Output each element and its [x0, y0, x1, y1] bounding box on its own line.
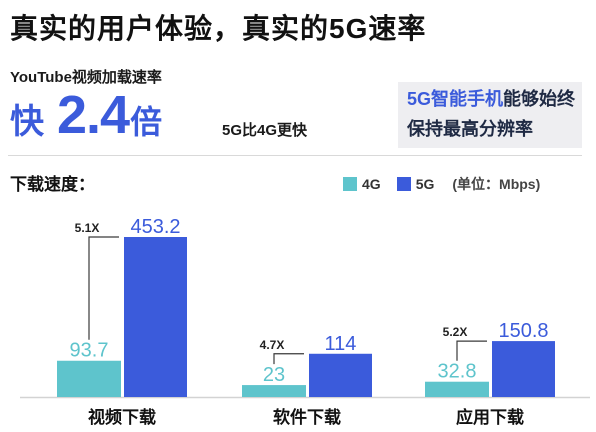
callout-box: 5G智能手机能够始终 保持最高分辨率: [398, 82, 582, 148]
callout-line-2: 保持最高分辨率: [407, 119, 533, 139]
category-label-2: 应用下载: [456, 407, 524, 427]
value-label-5g-0: 453.2: [130, 216, 180, 238]
multiplier-label-1: 4.7X: [260, 338, 285, 352]
chart-legend: 4G 5G (单位：Mbps): [343, 176, 540, 192]
multiplier-bracket-1: [273, 353, 304, 365]
bar-4g-2: [425, 381, 489, 397]
bar-4g-1: [242, 385, 306, 397]
multiplier-bracket-2: [456, 340, 487, 361]
category-label-0: 视频下载: [88, 407, 156, 427]
multiplier-bracket-0: [88, 236, 119, 340]
download-speed-chart: 93.7 453.2 5.1X 视频下载 23 114 4.7X 软件下载 32.8 150.8 5…: [20, 216, 590, 427]
legend-label-4g: 4G: [362, 176, 381, 192]
value-label-5g-1: 114: [325, 333, 357, 355]
callout-line-1-rest: 能够始终: [503, 89, 576, 109]
legend-swatch-4g: [343, 177, 357, 191]
section-divider: [8, 155, 582, 156]
chart-title: 下载速度：: [10, 175, 95, 194]
multiplier-label-0: 5.1X: [75, 221, 100, 235]
bar-5g-0: [124, 237, 187, 397]
value-label-5g-2: 150.8: [498, 320, 548, 342]
callout-highlight: 5G智能手机: [407, 89, 504, 109]
bar-4g-0: [57, 360, 121, 397]
bar-5g-2: [492, 341, 555, 397]
legend-unit: (单位：Mbps): [452, 176, 541, 192]
headline-prefix: 快: [10, 103, 44, 141]
category-label-1: 软件下载: [273, 407, 341, 427]
page-title: 真实的用户体验，真实的5G速率: [10, 13, 427, 44]
callout-line-1: 5G智能手机能够始终: [407, 84, 582, 114]
headline-caption: YouTube视频加载速率: [10, 69, 162, 86]
value-label-4g-0: 93.7: [70, 340, 109, 362]
legend-swatch-5g: [396, 177, 411, 191]
value-label-4g-1: 23: [263, 364, 285, 386]
headline-comparison: 5G比4G更快: [222, 122, 308, 139]
value-label-4g-2: 32.8: [438, 361, 477, 383]
legend-label-5g: 5G: [415, 176, 435, 192]
bar-5g-1: [309, 353, 372, 397]
headline-suffix: 倍: [130, 104, 163, 140]
multiplier-label-2: 5.2X: [443, 325, 468, 339]
headline-stat: 快 2.4 倍: [10, 88, 162, 142]
headline-value: 2.4: [57, 85, 130, 145]
